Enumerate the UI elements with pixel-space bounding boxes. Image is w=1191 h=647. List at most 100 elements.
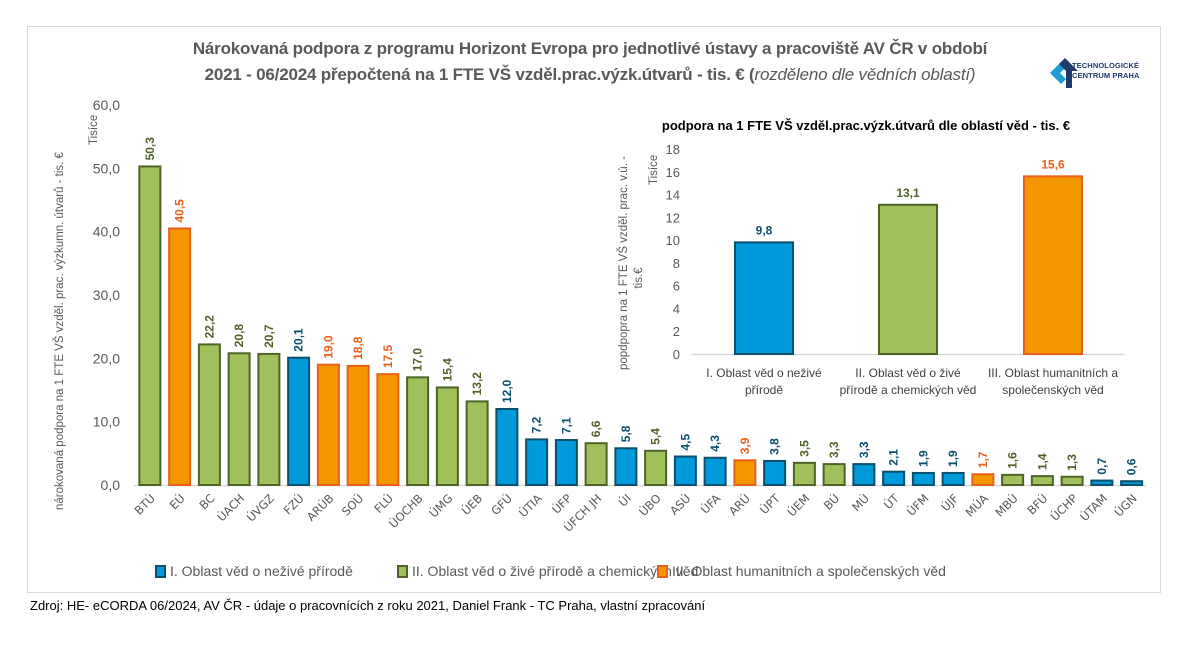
main-bar	[941, 471, 965, 487]
main-value-label: 0,7	[1095, 458, 1109, 475]
title-line-2: 2021 - 06/2024 přepočtená na 1 FTE VŠ vz…	[130, 62, 1050, 88]
main-bar	[168, 227, 192, 486]
inset-value-label: 15,6	[1041, 157, 1065, 171]
main-bar	[763, 459, 787, 486]
main-value-label: 1,6	[1006, 452, 1020, 469]
main-value-label: 1,4	[1035, 453, 1049, 470]
main-bar	[673, 455, 697, 486]
legend-label-II: II. Oblast věd o živé přírodě a chemický…	[412, 563, 698, 579]
main-value-label: 3,9	[738, 437, 752, 454]
main-value-label: 5,4	[649, 428, 663, 445]
main-category-label: ÚFM	[903, 491, 931, 519]
inset-bar	[1023, 175, 1083, 355]
inset-category-labels: I. Oblast věd o neživé přírodě II. Oblast …	[706, 366, 1118, 397]
main-y-tick-label: 30,0	[93, 287, 120, 303]
inset-category-label: společenských věd	[1002, 383, 1103, 397]
main-y-axis-label: nárokovaná podpora na 1 FTE VŠ vzděl. pr…	[53, 151, 66, 510]
source-note: Zdroj: HE- eCORDA 06/2024, AV ČR - údaje…	[30, 598, 706, 613]
main-category-label: ÚCHP	[1047, 490, 1080, 523]
title-line-2-end: )	[969, 65, 976, 84]
inset-y-tick-label: 8	[673, 256, 680, 271]
main-bars	[138, 165, 1144, 487]
main-bar	[406, 376, 430, 487]
logo-line-1: TECHNOLOGICKÉ	[1072, 61, 1140, 70]
main-y-axis: 0,0 10,0 20,0 30,0 40,0 50,0 60,0	[93, 97, 120, 493]
main-bar	[733, 459, 757, 486]
main-category-label: BC	[196, 491, 217, 512]
main-y-tick-label: 0,0	[101, 477, 121, 493]
main-category-label: ÚFP	[548, 490, 574, 516]
main-y-tick-label: 10,0	[93, 414, 120, 430]
tc-praha-logo-icon	[1050, 58, 1078, 88]
main-category-label: MBÚ	[992, 491, 1021, 520]
main-bar	[792, 461, 816, 487]
inset-value-label: 9,8	[756, 223, 773, 237]
inset-y-tick-label: 12	[666, 210, 680, 225]
main-y-tick-label: 40,0	[93, 224, 120, 240]
main-bar	[614, 447, 638, 486]
inset-bar	[878, 203, 938, 355]
inset-y-tick-label: 18	[666, 142, 680, 157]
main-y-tick-label: 60,0	[93, 97, 120, 113]
inset-y-tick-label: 14	[666, 188, 680, 203]
main-value-label: 2,1	[887, 449, 901, 466]
chart-title: Nárokovaná podpora z programu Horizont E…	[130, 36, 1050, 88]
inset-y-tick-label: 0	[673, 347, 680, 362]
main-category-label: ÚI	[615, 491, 634, 510]
main-category-label: MÚ	[848, 491, 872, 515]
main-value-label: 6,6	[589, 420, 603, 437]
inset-value-labels: 9,8 13,1 15,6	[756, 157, 1065, 237]
legend: I. Oblast věd o neživé přírodě II. Oblast…	[155, 563, 946, 579]
main-value-label: 3,3	[827, 441, 841, 458]
inset-value-label: 13,1	[896, 186, 920, 200]
main-bar	[1090, 479, 1114, 487]
main-y-tick-label: 50,0	[93, 160, 120, 176]
main-category-label: ÚFA	[697, 490, 723, 516]
title-line-2-main: 2021 - 06/2024 přepočtená na 1 FTE VŠ vz…	[204, 65, 755, 84]
main-category-label: GFÚ	[487, 491, 515, 519]
main-value-label: 19,0	[321, 335, 335, 359]
main-category-label: BÚ	[820, 491, 842, 513]
main-bar	[852, 463, 876, 487]
main-value-label: 40,5	[173, 199, 187, 223]
main-value-label: 4,5	[678, 433, 692, 450]
main-category-label: ÚTAM	[1077, 491, 1110, 524]
main-category-label: ÚEB	[458, 490, 485, 517]
legend-swatch-III	[657, 565, 668, 578]
main-value-label: 1,9	[916, 450, 930, 467]
main-bar	[1030, 475, 1054, 486]
main-value-label: 18,8	[351, 336, 365, 360]
main-category-label: ÚACH	[213, 491, 247, 525]
main-bar	[316, 363, 340, 486]
main-bar	[584, 442, 608, 487]
main-value-label: 20,1	[292, 328, 306, 352]
main-category-label: ÚT	[880, 490, 902, 512]
inset-y-tick-label: 6	[673, 279, 680, 294]
title-line-1: Nárokovaná podpora z programu Horizont E…	[192, 39, 988, 58]
main-category-label: ÚOCHB	[385, 490, 425, 530]
main-bar	[822, 463, 846, 487]
main-bar	[1001, 473, 1025, 487]
main-bar	[882, 470, 906, 487]
inset-y-tick-label: 2	[673, 324, 680, 339]
main-value-label: 7,2	[530, 416, 544, 433]
main-bar	[911, 471, 935, 487]
main-category-label: SOÚ	[338, 491, 366, 519]
legend-swatch-I	[155, 565, 166, 578]
main-value-label: 1,3	[1065, 454, 1079, 471]
inset-category-label: přírodě a chemických věd	[840, 383, 977, 397]
main-bar	[644, 449, 668, 486]
title-line-2-italic: rozděleno dle vědních oblastí	[754, 65, 971, 84]
main-bar	[1060, 475, 1084, 486]
main-bar	[197, 343, 221, 486]
legend-label-I: I. Oblast věd o neživé přírodě	[170, 563, 353, 579]
main-category-label: ÚTIA	[515, 490, 545, 520]
main-category-label: MÚA	[962, 490, 991, 519]
inset-category-label: I. Oblast věd o neživé	[706, 366, 822, 380]
inset-category-label: III. Oblast humanitních a	[988, 366, 1118, 380]
main-bar	[495, 408, 519, 486]
main-category-label: ÚJF	[938, 491, 962, 515]
main-value-label: 17,5	[381, 344, 395, 368]
inset-category-label: II. Oblast věd o živé	[855, 366, 961, 380]
